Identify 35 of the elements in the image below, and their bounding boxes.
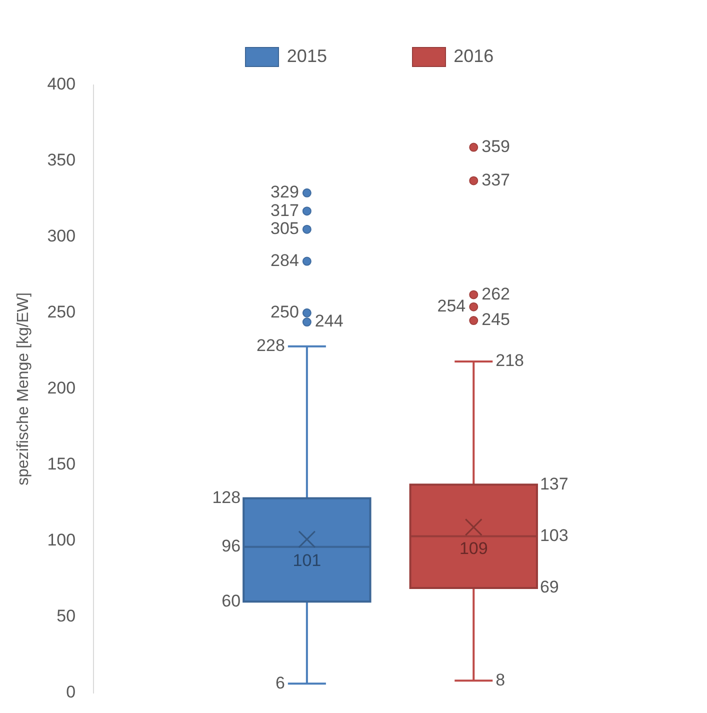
annotation: 305 [270,219,299,238]
y-tick-label: 150 [47,454,76,474]
annotation: 284 [270,250,299,270]
annotation: 317 [270,200,299,220]
annotation: 337 [482,170,510,190]
annotation: 128 [212,488,241,507]
annotation: 250 [270,302,299,322]
y-axis-title: spezifische Menge [kg/EW] [15,292,32,486]
annotation: 109 [459,538,488,558]
annotation: 329 [270,182,299,202]
annotation: 60 [222,591,241,610]
y-tick-label: 300 [47,226,76,246]
annotation: 69 [540,578,559,597]
y-tick-label: 250 [47,302,76,322]
annotation: 8 [496,670,506,690]
y-tick-label: 200 [47,378,76,398]
annotation: 228 [256,336,285,356]
annotation: 245 [482,310,510,330]
y-tick-label: 0 [66,682,76,702]
y-tick-label: 50 [56,606,76,626]
annotation: 137 [540,474,568,494]
y-tick-label: 350 [47,150,76,170]
annotation: 6 [275,673,285,692]
y-tick-label: 400 [47,74,76,94]
annotation: 103 [540,526,568,545]
annotation: 359 [482,136,510,156]
y-tick-label: 100 [47,530,76,550]
annotation: 262 [482,284,510,304]
annotation: 101 [292,551,322,570]
annotation: 218 [496,351,524,370]
annotation: 96 [222,536,241,556]
x-tick-label: 2016 [454,46,494,66]
annotation: 244 [314,312,344,331]
annotation: 254 [437,296,466,316]
x-tick-label: 2015 [286,46,327,66]
